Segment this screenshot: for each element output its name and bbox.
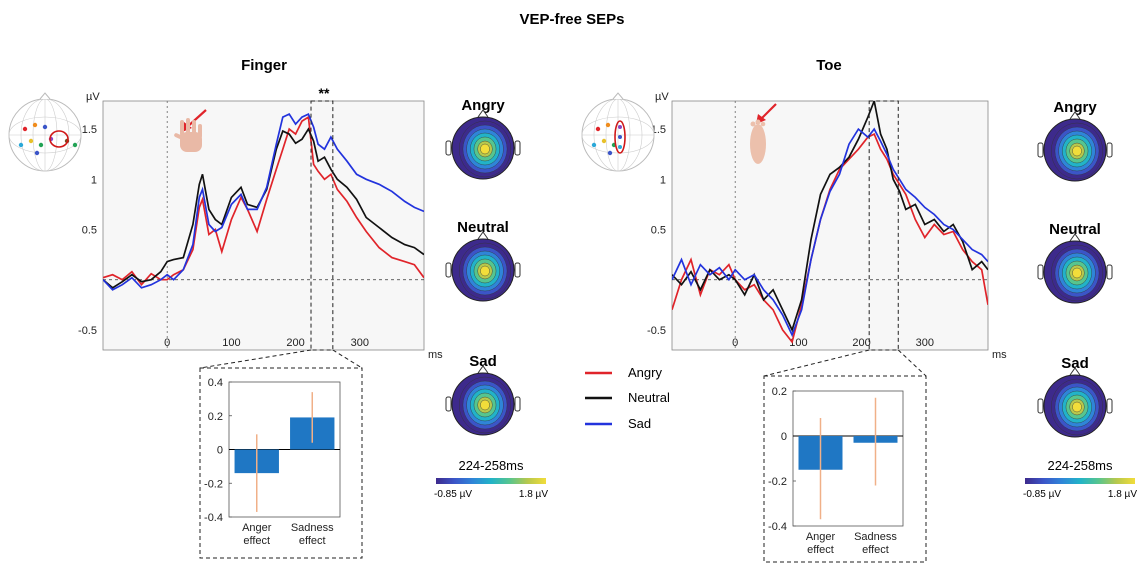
toe-xtick-label: 300 (916, 337, 934, 349)
toe-bar-ytick-label: -0.2 (768, 476, 787, 488)
toe-bar-category-label: Anger (806, 531, 836, 543)
toe-bar-category-label: Sadness (854, 531, 897, 543)
toe-zoom-line-left (763, 349, 870, 377)
finger-axes: -0.5 0.5 1 1.5 0 100 200 300 (78, 101, 424, 350)
toe-zoom-line-right (897, 349, 927, 377)
toe-xtick-label: 0 (732, 337, 738, 349)
toe-xtick-label: 200 (852, 337, 870, 349)
toe-xlabel: ms (992, 349, 1007, 361)
toe-bar-ytick-label: 0.2 (772, 386, 787, 398)
legend-label-sad: Sad (628, 416, 651, 431)
toe-colorbar-max: 1.8 µV (1108, 489, 1137, 500)
hand-icon (174, 109, 207, 152)
finger-window-label: 224-258ms (458, 458, 524, 473)
toe-bar-category-label: effect (862, 544, 889, 556)
finger-colorbar (436, 478, 546, 484)
legend: Angry Neutral Sad (585, 365, 670, 431)
legend-label-neutral: Neutral (628, 390, 670, 405)
finger-significance: ** (319, 85, 330, 101)
finger-ytick-label: 1 (91, 174, 97, 186)
finger-bar-ytick-label: -0.2 (204, 478, 223, 490)
toe-colorbar-min: -0.85 µV (1023, 489, 1061, 500)
toe-window-label: 224-258ms (1047, 458, 1113, 473)
finger-bar-category-label: Anger (242, 522, 272, 534)
toe-electrode-head-icon (581, 92, 655, 172)
finger-xlabel: ms (428, 349, 443, 361)
finger-plot-area (102, 100, 425, 351)
finger-effect-box (199, 367, 363, 559)
toe-series-neutral (672, 101, 988, 333)
toe-series-angry (672, 132, 988, 344)
toe-xtick-label: 100 (789, 337, 807, 349)
finger-bar-category-label: effect (299, 535, 326, 547)
finger-ylabel: µV (86, 91, 100, 103)
finger-bar-ytick-label: 0.2 (208, 411, 223, 423)
toe-ytick-label: 0.5 (651, 225, 666, 237)
finger-bar-category-label: effect (243, 535, 270, 547)
finger-topomap-angry (445, 109, 521, 180)
toe-series-lines (672, 101, 988, 344)
finger-colorbar-max: 1.8 µV (519, 489, 548, 500)
toe-topomap-label: Angry (1053, 99, 1097, 116)
toe-plot-area (671, 100, 989, 351)
finger-series-angry (103, 115, 424, 287)
toe-topomap-angry (1037, 111, 1113, 182)
finger-topomap-label: Angry (461, 97, 505, 114)
toe-panel: Toe µV ms -0.5 0.5 1 1.5 0 100 200 300 (581, 57, 1007, 563)
finger-topomaps: Angry Neutral Sad 224-258ms -0.85 µV 1.8 µV (434, 97, 548, 500)
finger-topomap-neutral (445, 231, 521, 302)
finger-xtick-label: 200 (286, 337, 304, 349)
finger-topomap-label: Sad (469, 353, 497, 370)
finger-zoom-line-right (332, 349, 363, 369)
finger-colorbar-min: -0.85 µV (434, 489, 472, 500)
finger-bar-ytick-label: 0 (217, 445, 223, 457)
toe-title: Toe (816, 57, 842, 74)
finger-window (310, 100, 334, 351)
toe-topomap-neutral (1037, 233, 1113, 304)
finger-ytick-label: 1.5 (82, 124, 97, 136)
finger-electrode-head-icon (8, 92, 82, 172)
finger-title: Finger (241, 57, 287, 74)
finger-bar-ytick-label: 0.4 (208, 377, 223, 389)
finger-series-lines (103, 112, 424, 291)
finger-xtick-label: 300 (351, 337, 369, 349)
toe-bar-ytick-label: 0 (781, 431, 787, 443)
finger-bar-category-label: Sadness (291, 522, 334, 534)
finger-xtick-label: 100 (222, 337, 240, 349)
finger-ytick-label: 0.5 (82, 225, 97, 237)
toe-ytick-label: 1.5 (651, 124, 666, 136)
finger-panel: Finger µV ms -0.5 0.5 1 1.5 0 100 200 300 ** (8, 57, 443, 559)
toe-ytick-label: -0.5 (647, 325, 666, 337)
toe-time-window (868, 100, 899, 351)
toe-colorbar (1025, 478, 1135, 484)
toe-effect-box (763, 375, 927, 563)
toe-bar-ytick-label: -0.4 (768, 521, 787, 533)
toe-topomap-label: Sad (1061, 355, 1089, 372)
finger-zoom-line-left (199, 349, 312, 369)
toe-series-sad (672, 127, 988, 338)
finger-time-window (310, 100, 334, 351)
finger-series-sad (103, 112, 424, 291)
foot-icon (750, 103, 777, 164)
figure-title: VEP-free SEPs (519, 11, 624, 28)
toe-axes: -0.5 0.5 1 1.5 0 100 200 300 (647, 101, 988, 350)
legend-label-angry: Angry (628, 365, 662, 380)
toe-window (868, 100, 899, 351)
toe-ytick-label: 1 (660, 174, 666, 186)
finger-bar-ytick-label: -0.4 (204, 512, 223, 524)
toe-topomap-sad (1037, 367, 1113, 438)
finger-ytick-label: -0.5 (78, 325, 97, 337)
finger-topomap-label: Neutral (457, 219, 509, 236)
toe-topomaps: Angry Neutral Sad 224-258ms -0.85 µV 1.8 µV (1023, 99, 1137, 500)
toe-ylabel: µV (655, 91, 669, 103)
toe-topomap-label: Neutral (1049, 221, 1101, 238)
finger-xtick-label: 0 (164, 337, 170, 349)
toe-bar-category-label: effect (807, 544, 834, 556)
finger-topomap-sad (445, 365, 521, 436)
